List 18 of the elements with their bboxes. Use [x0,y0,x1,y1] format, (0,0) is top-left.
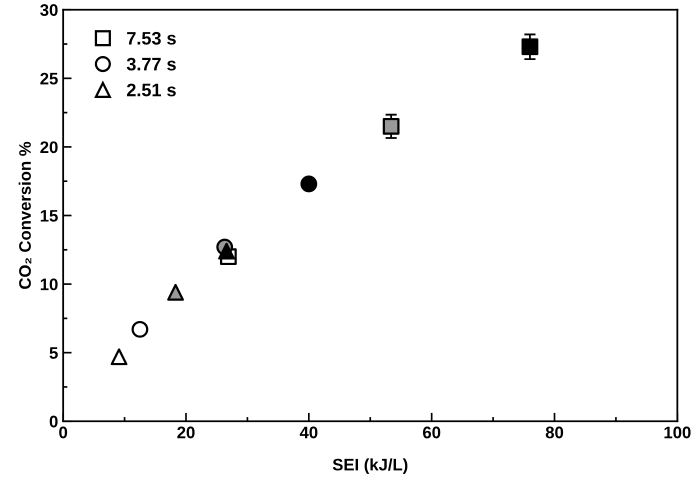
x-tick-label: 20 [177,426,195,438]
y-tick-label: 30 [40,4,58,16]
y-tick-label: 5 [50,347,58,359]
x-tick-label: 60 [423,426,440,438]
legend-label: 7.53 s [127,32,176,45]
x-tick-label: 80 [546,426,564,438]
y-axis-title: CO₂ Conversion % [18,142,32,289]
x-tick-label: 100 [664,426,691,438]
y-tick-label: 20 [40,141,58,154]
x-tick-label: 40 [300,426,318,438]
y-tick-label: 0 [50,416,58,428]
y-tick-label: 25 [40,72,58,85]
legend-label: 2.51 s [126,84,176,96]
x-tick-label: 0 [59,426,68,438]
legend-label: 3.77 s [126,58,176,71]
x-axis-title: SEI (kJ/L) [332,458,408,474]
y-tick-label: 15 [40,210,58,222]
y-tick-label: 10 [40,278,58,290]
